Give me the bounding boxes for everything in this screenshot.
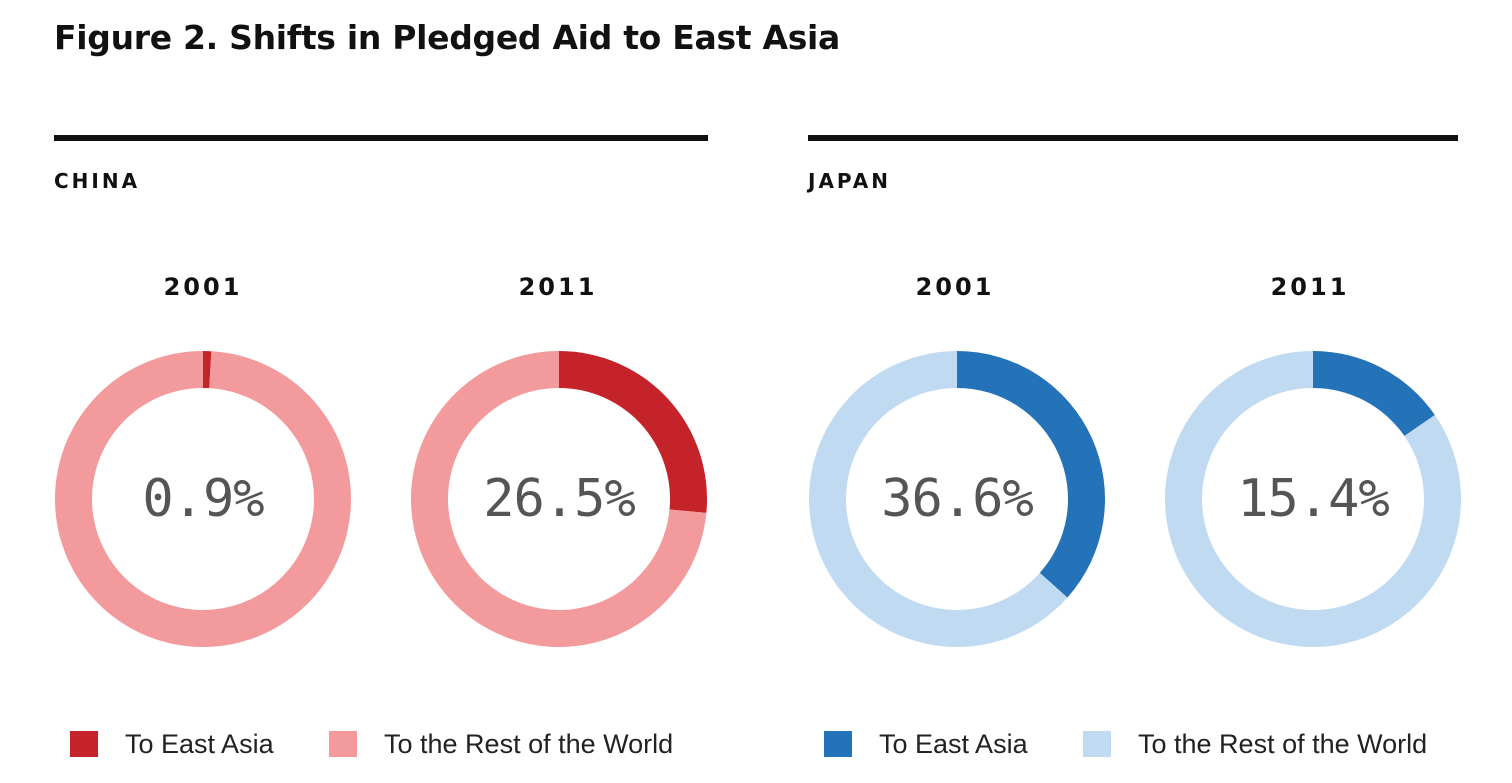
center-value-label: 26.5% (483, 469, 636, 529)
year-label-china-2001: 2001 (163, 273, 243, 301)
panel-title-japan: JAPAN (808, 169, 891, 193)
donut-svg (1165, 351, 1461, 647)
donut-china-2011: 26.5% (410, 350, 708, 648)
year-label-japan-2011: 2011 (1270, 273, 1350, 301)
japan-panel: JAPAN 2001 36.6% 2011 15.4% To East Asia… (808, 135, 1461, 775)
legend-label: To East Asia (879, 729, 1028, 759)
legend-swatch (70, 731, 98, 757)
donut-svg (55, 351, 352, 647)
legend-label: To East Asia (125, 729, 274, 759)
donut-svg (411, 351, 707, 647)
donut-japan-2001: 36.6% (808, 350, 1106, 648)
center-value-label: 0.9% (142, 469, 264, 529)
panel-divider (808, 135, 1458, 141)
center-value-label: 36.6% (881, 469, 1034, 529)
donut-china-2001: 0.9% (54, 350, 352, 648)
chart-title: Figure 2. Shifts in Pledged Aid to East … (54, 18, 841, 57)
legend-swatch (1083, 731, 1111, 757)
slice-to-east-asia (203, 351, 212, 389)
donut-svg (809, 351, 1105, 647)
year-label-china-2011: 2011 (518, 273, 598, 301)
legend-swatch (329, 731, 357, 757)
legend-label: To the Rest of the World (384, 729, 674, 759)
slice-to-east-asia (559, 351, 707, 513)
year-label-japan-2001: 2001 (915, 273, 995, 301)
legend-swatch (824, 731, 852, 757)
legend-label: To the Rest of the World (1138, 729, 1428, 759)
china-panel: CHINA 2001 0.9% 2011 26.5% To East Asia … (54, 135, 708, 775)
donut-japan-2011: 15.4% (1164, 350, 1462, 648)
center-value-label: 15.4% (1237, 469, 1390, 529)
slice-to-east-asia (1313, 351, 1435, 437)
panel-divider (54, 135, 708, 141)
slice-to-east-asia (957, 351, 1105, 598)
slice-rest-of-world (809, 351, 1068, 647)
panel-title-china: CHINA (54, 169, 141, 193)
